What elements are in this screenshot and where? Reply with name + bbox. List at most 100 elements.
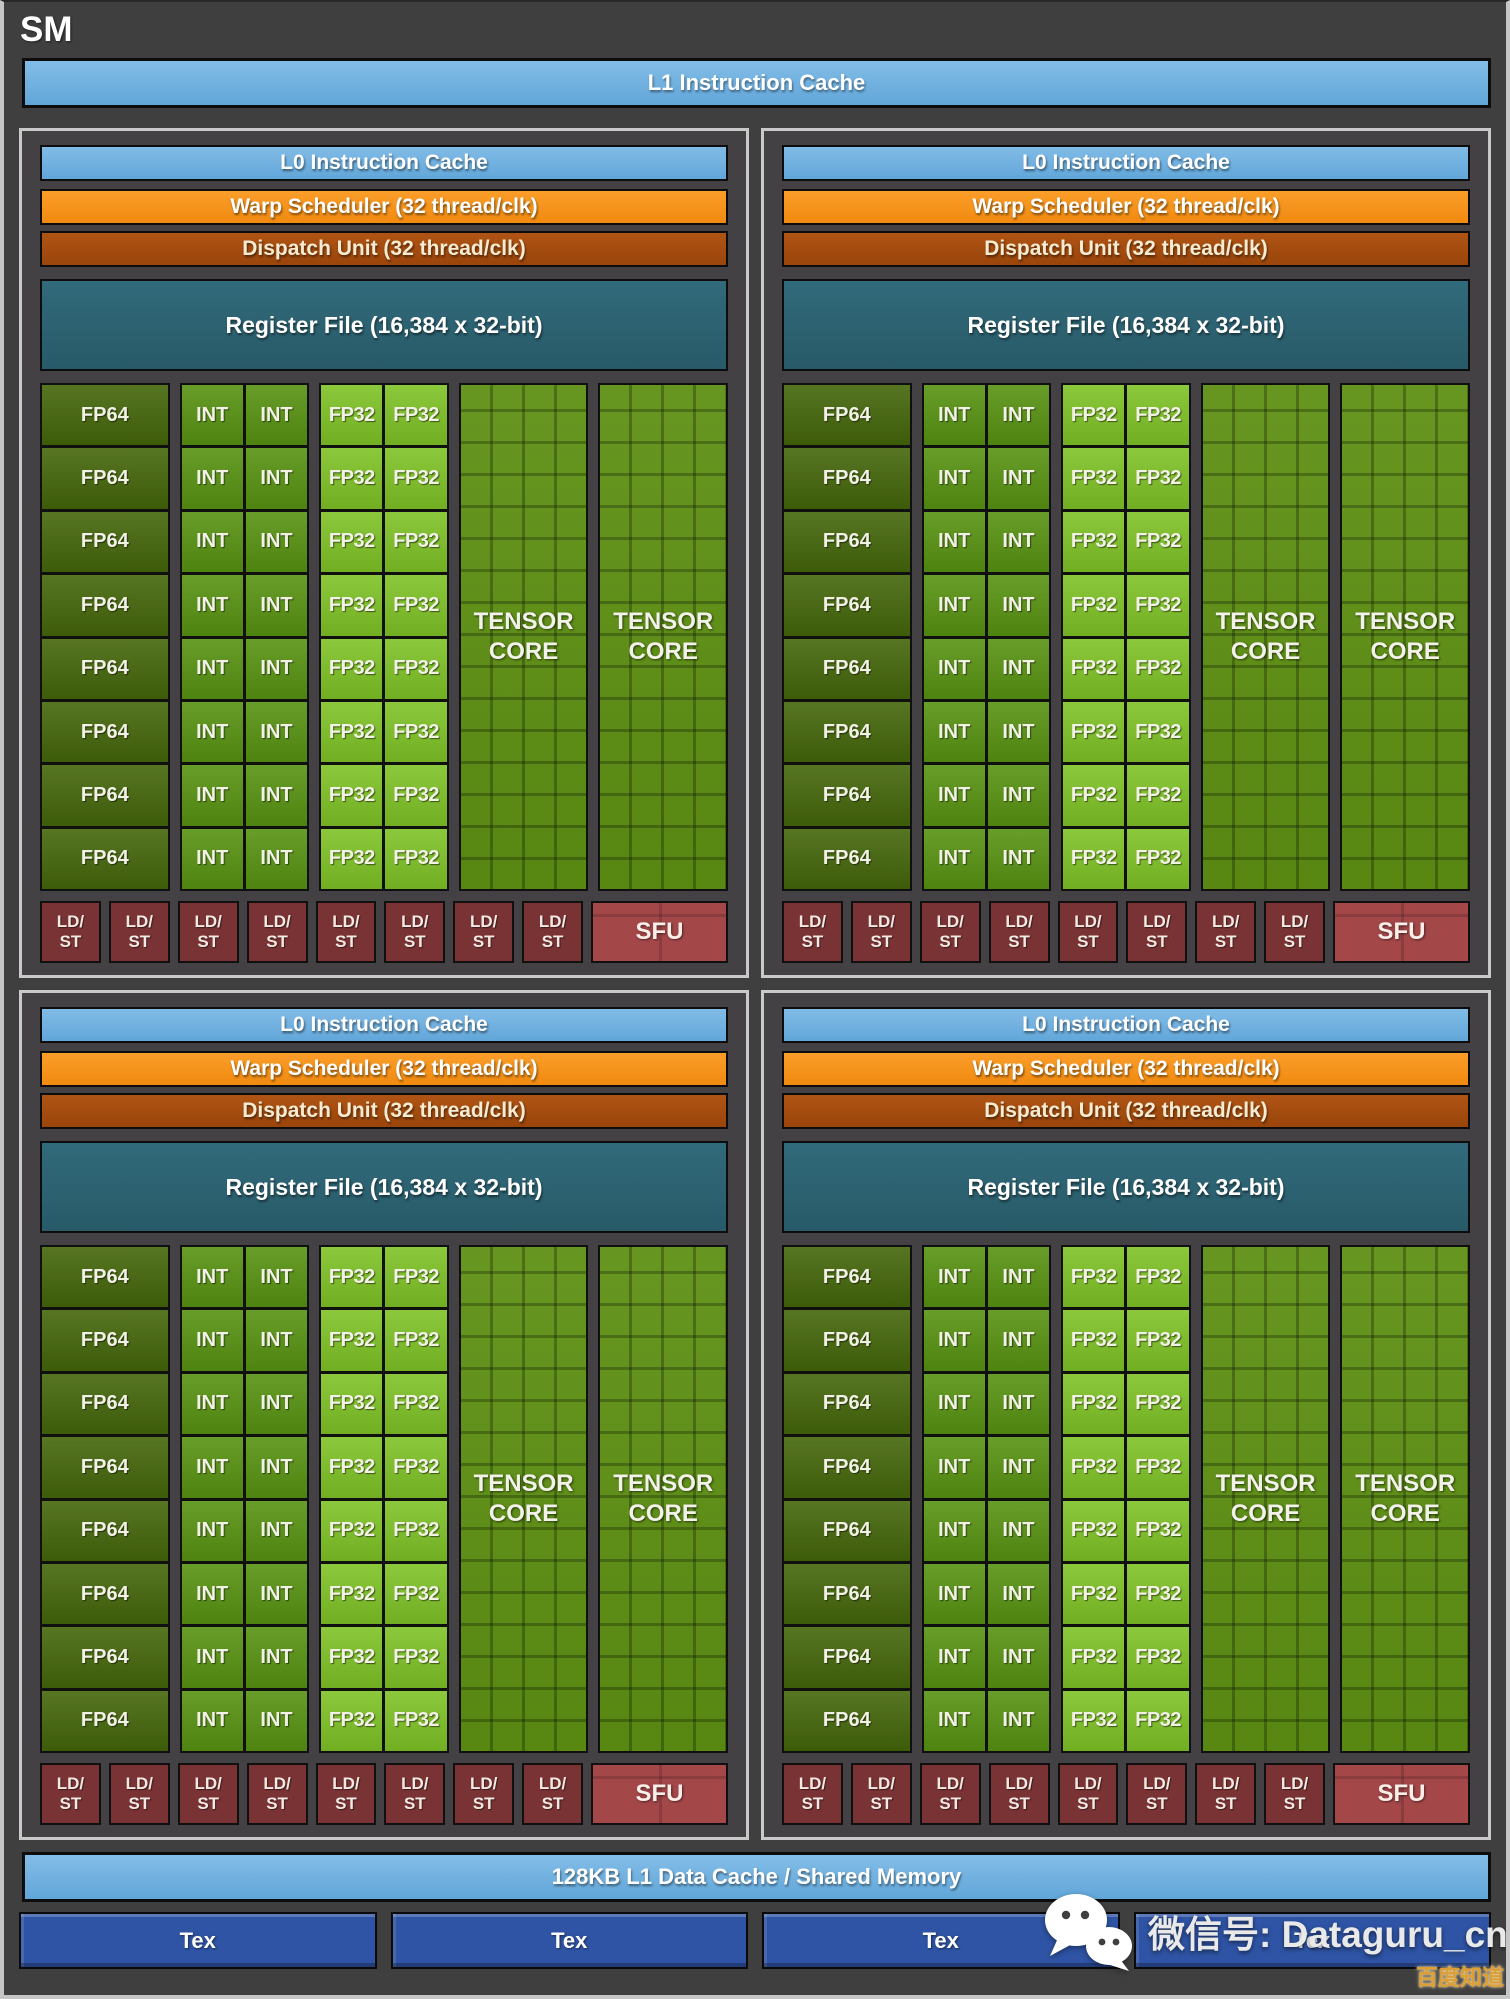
fp64-core-cell: FP64	[784, 1247, 910, 1308]
ldst-label-line: ST	[1077, 932, 1099, 951]
tensor-core-label-line: CORE	[1370, 638, 1440, 665]
fp32-core-cell: FP32	[1063, 575, 1125, 636]
int-core-cell: INT	[987, 828, 1050, 889]
fp32-core-cell: FP32	[1127, 575, 1189, 636]
fp64-core-cell: FP64	[784, 1690, 910, 1751]
int-core-pair: INT INT	[181, 1373, 308, 1435]
ldst-label-line: ST	[870, 1794, 893, 1813]
ldst-label-line: LD/	[1280, 1774, 1309, 1794]
tex-unit: Tex	[19, 1912, 377, 1969]
ldst-label-line: LD/	[263, 912, 291, 932]
warp-scheduler-bar: Warp Scheduler (32 thread/clk)	[782, 1051, 1470, 1087]
fp64-core-cell: FP64	[784, 385, 910, 446]
ldst-unit: LD/ST	[1126, 1763, 1188, 1825]
int-core-cell: INT	[181, 701, 243, 763]
fp64-core-cell: FP64	[784, 1437, 910, 1498]
ldst-label-line: ST	[939, 932, 962, 951]
fp32-core-pair: FP32 FP32	[1063, 1690, 1189, 1751]
fp64-core-cell: FP64	[42, 1563, 168, 1625]
int-core-cell: INT	[923, 1310, 985, 1371]
ldst-label-line: LD/	[56, 912, 85, 932]
int-core-cell: INT	[245, 1500, 308, 1561]
ldst-label-line: LD/	[867, 1774, 895, 1794]
ldst-unit: LD/ST	[988, 1763, 1050, 1825]
int-core-cell: INT	[923, 1373, 985, 1435]
warp-scheduler-bar: Warp Scheduler (32 thread/clk)	[40, 1051, 728, 1087]
fp32-core-pair: FP32 FP32	[321, 385, 447, 446]
int-core-cell: INT	[181, 638, 243, 699]
tensor-core-block: TENSOR CORE	[598, 383, 728, 891]
tensor-core-label-line: TENSOR	[473, 1470, 574, 1497]
register-file-label: Register File (16,384 x 32-bit)	[967, 311, 1285, 338]
int-core-cell: INT	[245, 701, 308, 763]
baidu-watermark-text: 百度知道	[1416, 1965, 1505, 1990]
fp32-core-cell: FP32	[1127, 765, 1189, 826]
tensor-core-label-line: TENSOR	[1355, 1470, 1456, 1497]
tensor-core-label-line: CORE	[1230, 1500, 1301, 1527]
ldst-label-line: LD/	[56, 1774, 85, 1794]
ldst-label-line: ST	[1214, 1794, 1237, 1813]
int-core-cell: INT	[923, 638, 985, 699]
tensor-core-block: TENSOR CORE	[1340, 1245, 1470, 1753]
sfu-unit: SFU	[591, 901, 728, 963]
fp32-core-cell: FP32	[385, 765, 447, 826]
int-core-cell: INT	[245, 638, 308, 699]
int-core-pair: INT INT	[923, 638, 1050, 699]
core-grid: FP64 FP64 FP64 FP64 FP64 FP64 FP64 FP64 INT INT IN…	[40, 1245, 728, 1753]
ldst-label-line: ST	[801, 932, 824, 951]
ldst-unit: LD/ST	[850, 1763, 912, 1825]
int-core-cell: INT	[181, 1690, 243, 1751]
int-core-cell: INT	[923, 448, 985, 509]
dispatch-unit-label: Dispatch Unit (32 thread/clk)	[242, 237, 526, 260]
int-core-pair: INT INT	[181, 765, 308, 826]
fp32-core-cell: FP32	[385, 385, 447, 446]
fp64-core-cell: FP64	[784, 1373, 910, 1435]
ldst-label-line: ST	[1008, 1794, 1030, 1813]
tensor-core-label-line: TENSOR	[613, 1470, 714, 1497]
fp64-column: FP64 FP64 FP64 FP64 FP64 FP64 FP64 FP64	[40, 383, 170, 891]
fp32-core-cell: FP32	[385, 1310, 447, 1371]
fp32-core-cell: FP32	[385, 1247, 447, 1308]
ldst-unit: LD/ST	[1264, 901, 1326, 963]
fp64-core-cell: FP64	[42, 448, 168, 509]
tensor-core-label-line: TENSOR	[1215, 608, 1316, 635]
fp64-core-cell: FP64	[42, 1437, 168, 1498]
wechat-watermark-text: 微信号: Dataguru_cn	[1148, 1914, 1508, 1955]
l1-instruction-cache-bar: L1 Instruction Cache	[22, 58, 1491, 108]
fp32-core-pair: FP32 FP32	[321, 828, 447, 889]
int-core-pair: INT INT	[181, 1500, 308, 1561]
ldst-sfu-row: LD/ST LD/ST LD/ST LD/ST LD/ST LD/ST LD/ST LD/ST…	[40, 1763, 728, 1825]
fp64-core-cell: FP64	[784, 511, 910, 573]
fp64-core-cell: FP64	[784, 828, 910, 889]
sfu-unit: SFU	[591, 1763, 728, 1825]
fp32-core-cell: FP32	[1063, 701, 1125, 763]
fp32-core-cell: FP32	[321, 828, 383, 889]
core-grid: FP64 FP64 FP64 FP64 FP64 FP64 FP64 FP64 INT INT IN…	[782, 1245, 1470, 1753]
fp32-core-pair: FP32 FP32	[321, 511, 447, 573]
fp32-core-pair: FP32 FP32	[321, 448, 447, 509]
int-core-cell: INT	[923, 701, 985, 763]
int-core-cell: INT	[987, 765, 1050, 826]
int-core-cell: INT	[181, 1310, 243, 1371]
l1-instruction-cache-label: L1 Instruction Cache	[647, 70, 866, 95]
ldst-unit: LD/ST	[782, 901, 843, 963]
fp32-core-cell: FP32	[1127, 1627, 1189, 1688]
ldst-label-line: LD/	[936, 912, 964, 932]
fp32-core-cell: FP32	[385, 511, 447, 573]
fp32-core-cell: FP32	[1063, 828, 1125, 889]
int-core-cell: INT	[923, 1247, 985, 1308]
fp32-core-cell: FP32	[321, 1563, 383, 1625]
dispatch-unit-bar: Dispatch Unit (32 thread/clk)	[40, 231, 728, 267]
int-core-pair: INT INT	[181, 1627, 308, 1688]
ldst-label-line: ST	[335, 1794, 357, 1813]
fp32-core-pair: FP32 FP32	[321, 575, 447, 636]
int-core-pair: INT INT	[181, 385, 308, 446]
fp64-column: FP64 FP64 FP64 FP64 FP64 FP64 FP64 FP64	[782, 1245, 912, 1753]
ldst-unit: LD/ST	[453, 1763, 515, 1825]
fp32-core-pair: FP32 FP32	[321, 1310, 447, 1371]
warp-scheduler-bar: Warp Scheduler (32 thread/clk)	[40, 189, 728, 225]
int-core-cell: INT	[987, 1310, 1050, 1371]
int-core-cell: INT	[923, 828, 985, 889]
sm-sub-partition: L0 Instruction Cache Warp Scheduler (32 …	[19, 128, 749, 978]
ldst-label-line: ST	[197, 1794, 220, 1813]
